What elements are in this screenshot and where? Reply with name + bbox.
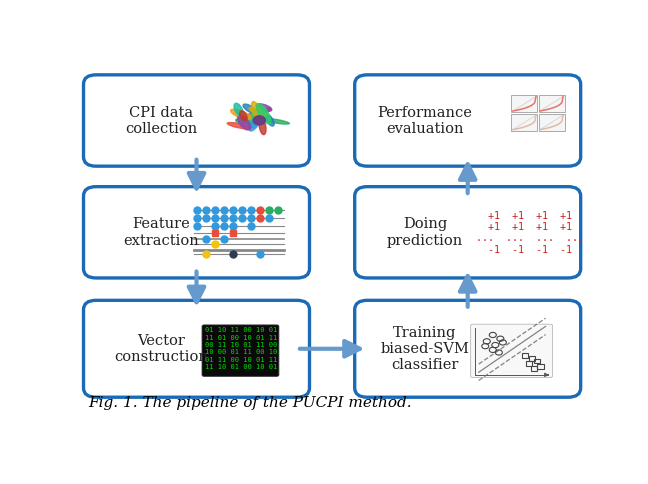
Ellipse shape [238, 115, 251, 130]
Ellipse shape [266, 115, 274, 126]
FancyBboxPatch shape [84, 75, 310, 166]
Ellipse shape [249, 114, 262, 131]
Text: Feature
extraction: Feature extraction [124, 217, 199, 248]
Text: CPI data
collection: CPI data collection [125, 106, 198, 136]
Text: 01 11 00 10 01 11: 01 11 00 10 01 11 [205, 357, 277, 363]
FancyBboxPatch shape [84, 300, 310, 397]
Ellipse shape [248, 114, 259, 128]
Text: Performance
evaluation: Performance evaluation [378, 106, 472, 136]
Text: 10 00 01 11 00 10: 10 00 01 11 00 10 [205, 349, 277, 355]
Text: -1  -1  -1  -1: -1 -1 -1 -1 [489, 244, 572, 255]
Text: Fig. 1. The pipeline of the PUCPI method.: Fig. 1. The pipeline of the PUCPI method… [89, 396, 412, 410]
Bar [538, 95, 564, 112]
Text: Training
biased-SVM
classifier: Training biased-SVM classifier [380, 326, 469, 372]
Ellipse shape [236, 117, 262, 124]
Ellipse shape [250, 107, 264, 121]
Ellipse shape [231, 109, 251, 120]
Ellipse shape [227, 122, 251, 129]
Ellipse shape [249, 107, 272, 119]
Bar [537, 364, 544, 369]
FancyBboxPatch shape [354, 75, 581, 166]
FancyBboxPatch shape [354, 187, 581, 278]
Bar [526, 362, 532, 366]
FancyBboxPatch shape [84, 187, 310, 278]
Ellipse shape [257, 104, 271, 124]
FancyBboxPatch shape [354, 300, 581, 397]
Bar [538, 114, 564, 131]
Text: +1  +1  +1  +1: +1 +1 +1 +1 [489, 211, 572, 221]
Ellipse shape [260, 118, 290, 124]
Ellipse shape [242, 108, 271, 120]
Bar [511, 95, 537, 112]
Text: +1  +1  +1  +1: +1 +1 +1 +1 [489, 222, 572, 232]
Ellipse shape [234, 103, 243, 116]
Ellipse shape [240, 111, 247, 121]
Text: 00 11 10 01 11 00: 00 11 10 01 11 00 [205, 342, 277, 348]
Text: Doing
prediction: Doing prediction [387, 217, 463, 248]
Bar [529, 356, 535, 361]
Ellipse shape [243, 104, 257, 113]
Text: 11 01 00 10 01 11: 11 01 00 10 01 11 [205, 334, 277, 341]
Ellipse shape [251, 102, 264, 123]
FancyBboxPatch shape [202, 325, 279, 377]
FancyBboxPatch shape [470, 324, 553, 378]
Text: 11 10 01 00 10 01: 11 10 01 00 10 01 [205, 364, 277, 370]
Ellipse shape [256, 104, 272, 111]
Text: Vector
construction: Vector construction [115, 333, 208, 364]
Circle shape [253, 116, 265, 125]
Text: 01 10 11 00 10 01: 01 10 11 00 10 01 [205, 327, 277, 333]
Bar [531, 366, 537, 371]
Bar [534, 359, 540, 363]
Bar [511, 114, 537, 131]
Ellipse shape [259, 119, 266, 135]
Bar [522, 353, 529, 358]
Text: ...  ...  ...  ...: ... ... ... ... [476, 233, 584, 243]
